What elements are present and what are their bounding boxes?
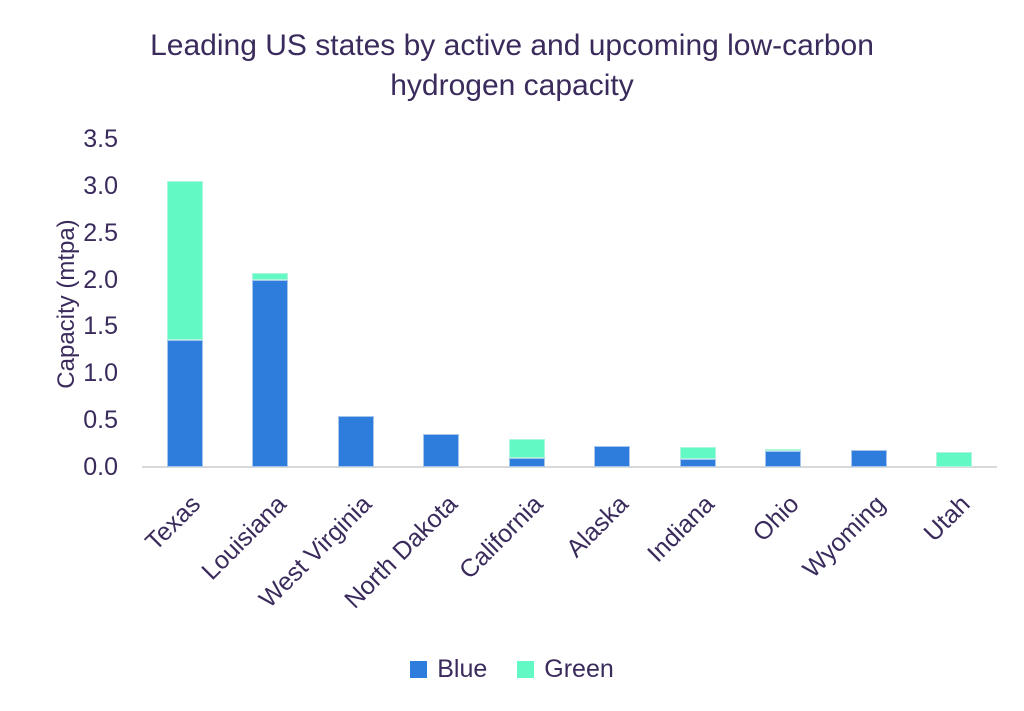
y-tick-2.5: 2.5 (83, 218, 118, 247)
x-label-utah: Utah (918, 490, 977, 548)
bar-blue-north-dakota (423, 434, 460, 467)
bar-blue-alaska (594, 446, 631, 467)
legend-label-green: Green (544, 655, 614, 683)
legend-swatch-green (517, 660, 535, 678)
bar-green-louisiana (252, 273, 289, 280)
x-label-ohio: Ohio (747, 490, 806, 548)
x-label-texas: Texas (140, 490, 207, 556)
x-label-wyoming: Wyoming (797, 490, 891, 584)
bar-green-utah (936, 452, 973, 467)
y-tick-0.5: 0.5 (83, 406, 118, 435)
bar-blue-ohio (765, 451, 802, 467)
y-tick-2.0: 2.0 (83, 265, 118, 294)
x-axis-line (142, 466, 997, 468)
bar-blue-louisiana (252, 279, 289, 467)
bar-blue-wyoming (850, 450, 887, 467)
x-label-alaska: Alaska (561, 490, 635, 563)
x-label-california: California (454, 490, 549, 585)
bar-blue-west-virginia (337, 416, 374, 467)
x-label-indiana: Indiana (641, 490, 720, 568)
y-tick-0.0: 0.0 (83, 453, 118, 481)
bar-blue-texas (166, 340, 203, 467)
bar-blue-indiana (679, 458, 716, 467)
legend-item-green: Green (517, 654, 614, 684)
bar-green-texas (166, 181, 203, 341)
y-tick-3.5: 3.5 (83, 125, 118, 153)
legend: Blue Green (0, 654, 1024, 684)
bar-blue-california (508, 457, 545, 467)
y-tick-3.0: 3.0 (83, 171, 118, 200)
legend-item-blue: Blue (410, 654, 487, 684)
bar-green-california (508, 438, 545, 458)
bar-green-indiana (679, 447, 716, 459)
chart-title: Leading US states by active and upcoming… (150, 29, 874, 102)
y-tick-1.0: 1.0 (83, 359, 118, 388)
legend-swatch-blue (410, 660, 428, 678)
bar-green-ohio (765, 449, 802, 452)
legend-label-blue: Blue (437, 655, 488, 683)
y-tick-1.5: 1.5 (83, 312, 118, 341)
